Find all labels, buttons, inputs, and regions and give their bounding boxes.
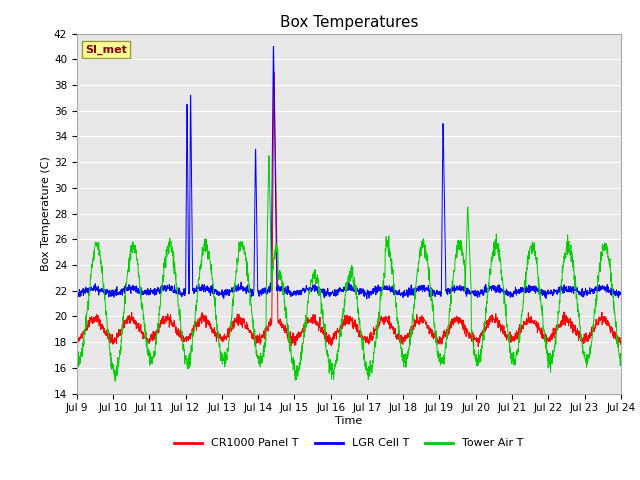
Y-axis label: Box Temperature (C): Box Temperature (C) xyxy=(41,156,51,271)
CR1000 Panel T xyxy=(470,345,477,350)
LGR Cell T xyxy=(570,287,577,293)
Tower Air T xyxy=(508,350,515,356)
CR1000 Panel T xyxy=(570,322,577,328)
CR1000 Panel T xyxy=(617,339,625,345)
CR1000 Panel T xyxy=(508,338,515,344)
LGR Cell T xyxy=(508,292,515,298)
LGR Cell T xyxy=(584,289,592,295)
Tower Air T xyxy=(111,378,119,384)
Line: Tower Air T: Tower Air T xyxy=(77,156,621,381)
LGR Cell T xyxy=(73,291,81,297)
LGR Cell T xyxy=(269,44,277,49)
Legend: CR1000 Panel T, LGR Cell T, Tower Air T: CR1000 Panel T, LGR Cell T, Tower Air T xyxy=(170,434,528,453)
Tower Air T xyxy=(570,257,577,263)
LGR Cell T xyxy=(377,284,385,290)
Tower Air T xyxy=(617,354,625,360)
CR1000 Panel T xyxy=(225,329,232,335)
CR1000 Panel T xyxy=(584,332,592,338)
Tower Air T xyxy=(265,153,273,158)
LGR Cell T xyxy=(617,291,625,297)
CR1000 Panel T xyxy=(73,336,81,341)
Tower Air T xyxy=(73,353,81,359)
Title: Box Temperatures: Box Temperatures xyxy=(280,15,418,30)
Line: CR1000 Panel T: CR1000 Panel T xyxy=(77,72,621,348)
CR1000 Panel T xyxy=(365,338,372,344)
CR1000 Panel T xyxy=(270,69,278,75)
LGR Cell T xyxy=(225,288,232,294)
Line: LGR Cell T: LGR Cell T xyxy=(77,47,621,299)
LGR Cell T xyxy=(365,288,372,294)
Text: SI_met: SI_met xyxy=(85,44,127,55)
X-axis label: Time: Time xyxy=(335,416,362,426)
LGR Cell T xyxy=(363,296,371,302)
Tower Air T xyxy=(225,338,232,344)
Tower Air T xyxy=(377,297,385,303)
Tower Air T xyxy=(365,372,372,377)
CR1000 Panel T xyxy=(376,317,384,323)
Tower Air T xyxy=(584,356,592,362)
